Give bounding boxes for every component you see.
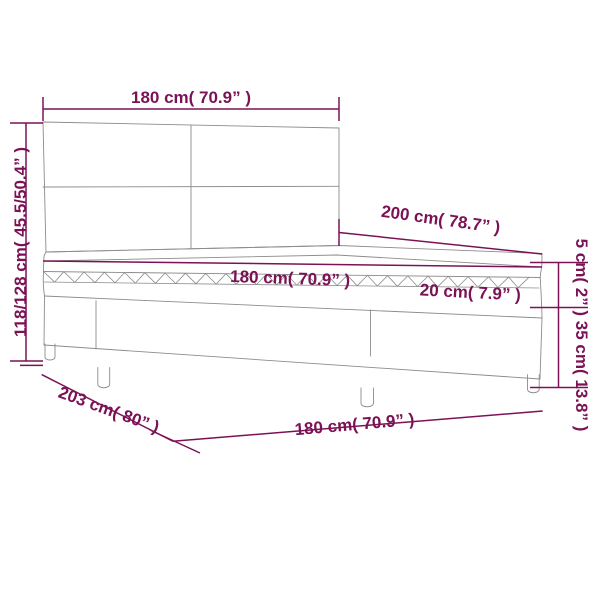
svg-text:118/128 cm( 45.5/50.4” ): 118/128 cm( 45.5/50.4” ) (11, 147, 30, 337)
svg-text:5 cm( 2” ) 35 cm( 13.8” ): 5 cm( 2” ) 35 cm( 13.8” ) (572, 239, 591, 432)
svg-text:180 cm( 70.9” ): 180 cm( 70.9” ) (131, 88, 251, 107)
